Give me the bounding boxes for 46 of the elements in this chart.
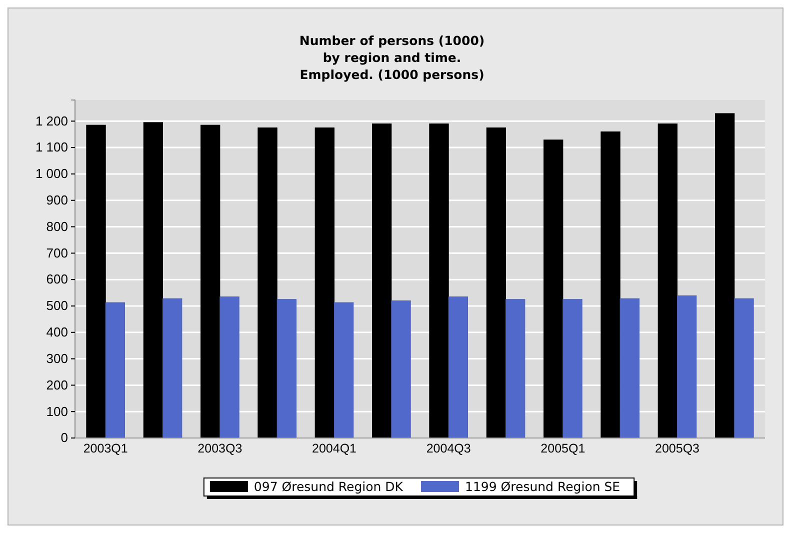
bar bbox=[448, 296, 468, 438]
bar bbox=[620, 298, 640, 438]
y-tick-label: 700 bbox=[46, 245, 68, 260]
y-tick-label: 400 bbox=[46, 324, 68, 340]
bar bbox=[314, 127, 334, 438]
y-tick-label: 1 200 bbox=[35, 113, 68, 128]
y-tick-label: 500 bbox=[46, 298, 68, 314]
bar bbox=[391, 300, 411, 438]
y-tick-label: 300 bbox=[46, 350, 68, 366]
bar bbox=[220, 296, 240, 438]
y-tick-label: 100 bbox=[46, 404, 68, 419]
bar bbox=[734, 298, 754, 438]
y-tick-label: 900 bbox=[46, 192, 68, 208]
y-tick-label: 600 bbox=[46, 272, 68, 287]
bar bbox=[658, 124, 678, 438]
x-tick-label: 2003Q3 bbox=[198, 441, 242, 456]
x-tick-label: 2003Q1 bbox=[83, 441, 128, 456]
bar bbox=[162, 298, 182, 438]
bar bbox=[715, 113, 735, 438]
bar bbox=[200, 124, 220, 438]
bar bbox=[562, 299, 582, 438]
bar bbox=[276, 299, 296, 438]
y-tick-label: 200 bbox=[46, 377, 68, 392]
bar bbox=[544, 140, 564, 438]
bar bbox=[506, 299, 526, 438]
y-tick-label: 0 bbox=[60, 430, 68, 446]
x-tick-label: 2005Q1 bbox=[540, 441, 586, 456]
legend-label: 1199 Øresund Region SE bbox=[465, 479, 620, 494]
bar bbox=[600, 131, 620, 438]
bar bbox=[105, 302, 125, 438]
bar bbox=[143, 122, 163, 438]
bar bbox=[258, 127, 278, 438]
x-tick-label: 2005Q3 bbox=[655, 441, 700, 456]
x-tick-label: 2004Q3 bbox=[426, 441, 471, 456]
y-tick-label: 1 100 bbox=[35, 140, 68, 155]
bar bbox=[86, 124, 106, 438]
bar bbox=[429, 124, 449, 438]
bar bbox=[486, 127, 506, 438]
y-tick-label: 1 000 bbox=[35, 166, 68, 182]
bar bbox=[372, 124, 392, 438]
x-tick-label: 2004Q1 bbox=[312, 441, 357, 456]
legend-label: 097 Øresund Region DK bbox=[254, 479, 404, 494]
bar bbox=[677, 295, 697, 438]
chart-title: Number of persons (1000) by region and time. Employed. (1000 persons) bbox=[299, 33, 485, 82]
bar bbox=[334, 302, 354, 438]
y-tick-label: 800 bbox=[46, 218, 68, 234]
